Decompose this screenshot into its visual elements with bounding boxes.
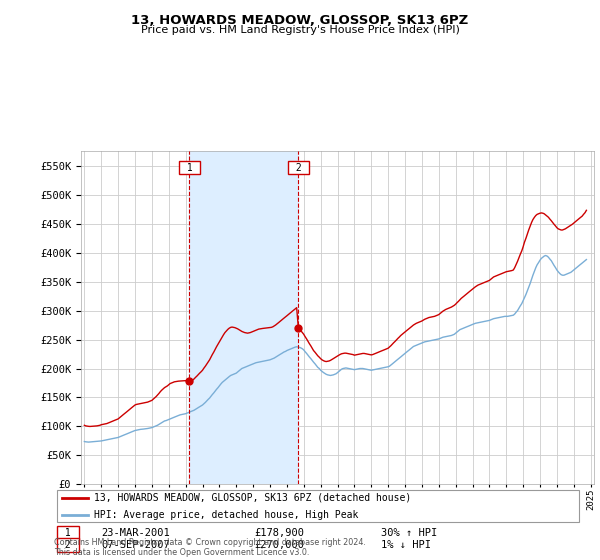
Text: 1% ↓ HPI: 1% ↓ HPI [382, 540, 431, 550]
FancyBboxPatch shape [56, 490, 580, 522]
Text: £270,000: £270,000 [254, 540, 305, 550]
Text: 1: 1 [181, 163, 198, 173]
Text: £178,900: £178,900 [254, 528, 305, 538]
Text: 07-SEP-2007: 07-SEP-2007 [101, 540, 170, 550]
Text: 23-MAR-2001: 23-MAR-2001 [101, 528, 170, 538]
Text: Contains HM Land Registry data © Crown copyright and database right 2024.
This d: Contains HM Land Registry data © Crown c… [54, 538, 366, 557]
Text: 30% ↑ HPI: 30% ↑ HPI [382, 528, 437, 538]
Text: 2: 2 [59, 540, 77, 550]
Bar [190, 151, 298, 484]
Text: 2: 2 [290, 163, 307, 173]
Text: 1: 1 [59, 528, 77, 538]
Text: Price paid vs. HM Land Registry's House Price Index (HPI): Price paid vs. HM Land Registry's House … [140, 25, 460, 35]
Text: 13, HOWARDS MEADOW, GLOSSOP, SK13 6PZ (detached house): 13, HOWARDS MEADOW, GLOSSOP, SK13 6PZ (d… [94, 493, 411, 503]
Text: HPI: Average price, detached house, High Peak: HPI: Average price, detached house, High… [94, 510, 358, 520]
Text: 13, HOWARDS MEADOW, GLOSSOP, SK13 6PZ: 13, HOWARDS MEADOW, GLOSSOP, SK13 6PZ [131, 14, 469, 27]
